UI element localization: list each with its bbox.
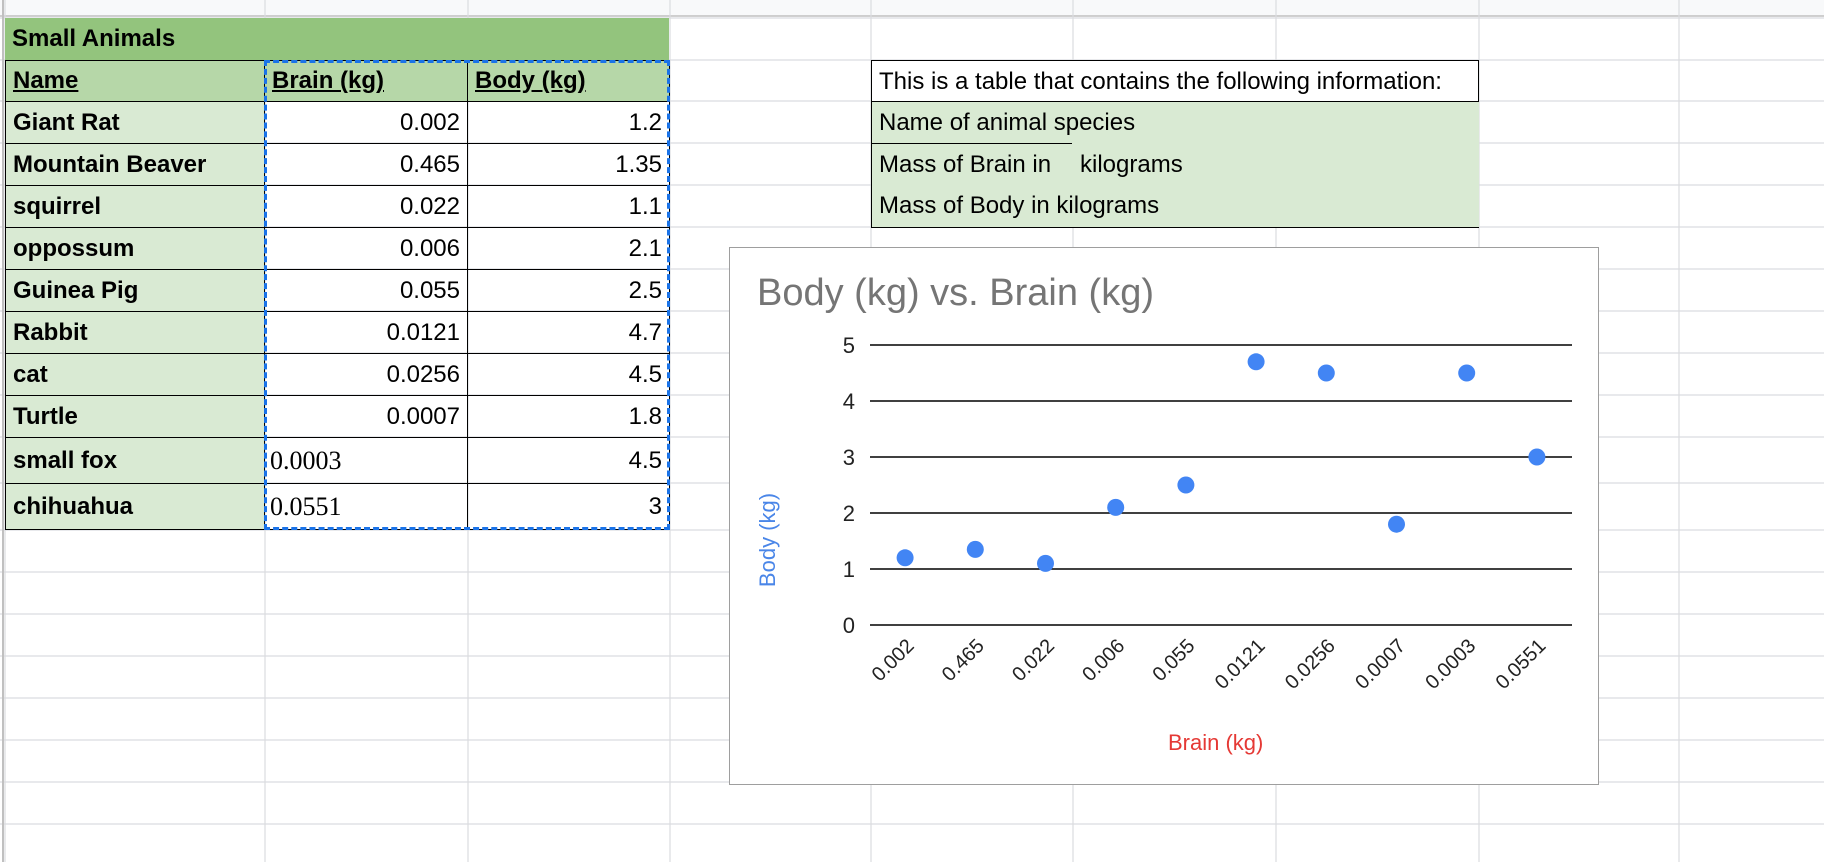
header-name[interactable]: Name: [5, 60, 265, 102]
row-brain-cell[interactable]: 0.006: [264, 227, 468, 270]
table-title-cell[interactable]: Small Animals: [5, 18, 669, 60]
row-name-cell[interactable]: oppossum: [5, 227, 265, 270]
data-point[interactable]: [966, 540, 984, 558]
row-body-cell[interactable]: 2.1: [467, 227, 670, 270]
header-body[interactable]: Body (kg): [467, 60, 670, 102]
x-tick-label: 0.0121: [1211, 635, 1270, 694]
data-point[interactable]: [1458, 364, 1476, 382]
x-tick-label: 0.0551: [1492, 635, 1551, 694]
row-body-cell[interactable]: 4.5: [467, 437, 670, 484]
x-tick-label: 0.0256: [1281, 635, 1340, 694]
row-brain-cell[interactable]: 0.002: [264, 101, 468, 144]
row-name-cell[interactable]: Turtle: [5, 395, 265, 438]
row-name-cell[interactable]: small fox: [5, 437, 265, 484]
x-tick-label: 0.006: [1078, 635, 1129, 686]
row-brain-cell[interactable]: 0.0121: [264, 311, 468, 354]
row-name-cell[interactable]: Guinea Pig: [5, 269, 265, 312]
data-point[interactable]: [1388, 515, 1405, 533]
row-body-cell[interactable]: 1.8: [467, 395, 670, 438]
x-tick-label: 0.465: [938, 635, 989, 686]
info-line-2[interactable]: Name of animal species: [871, 101, 1479, 144]
chart-title: Body (kg) vs. Brain (kg): [757, 272, 1154, 314]
y-tick-label: 0: [843, 613, 855, 638]
row-body-cell[interactable]: 4.5: [467, 353, 670, 396]
row-brain-cell[interactable]: 0.0551: [264, 483, 468, 530]
row-brain-cell[interactable]: 0.0007: [264, 395, 468, 438]
header-brain[interactable]: Brain (kg): [264, 60, 468, 102]
row-name-cell[interactable]: Giant Rat: [5, 101, 265, 144]
x-tick-label: 0.0007: [1351, 635, 1410, 694]
y-tick-label: 4: [843, 389, 855, 414]
row-body-cell[interactable]: 2.5: [467, 269, 670, 312]
y-tick-label: 2: [843, 501, 855, 526]
row-name-cell[interactable]: cat: [5, 353, 265, 396]
row-body-cell[interactable]: 3: [467, 483, 670, 530]
data-point[interactable]: [1317, 364, 1335, 382]
row-name-cell[interactable]: chihuahua: [5, 483, 265, 530]
info-line-3-part-b[interactable]: kilograms: [1072, 143, 1479, 186]
x-tick-label: 0.0003: [1421, 635, 1480, 694]
y-axis-title: Body (kg): [755, 492, 780, 588]
scatter-chart[interactable]: Body (kg) vs. Brain (kg) 0 1 2 3 4 5 0.002 0.46…: [729, 247, 1599, 785]
data-point[interactable]: [896, 549, 914, 567]
row-brain-cell[interactable]: 0.0003: [264, 437, 468, 484]
row-name-cell[interactable]: Mountain Beaver: [5, 143, 265, 186]
data-point[interactable]: [1528, 448, 1546, 466]
row-body-cell[interactable]: 1.1: [467, 185, 670, 228]
row-brain-cell[interactable]: 0.0256: [264, 353, 468, 396]
data-point[interactable]: [1177, 476, 1195, 494]
info-line-4[interactable]: Mass of Body in kilograms: [871, 185, 1479, 228]
y-tick-label: 3: [843, 445, 855, 470]
data-point[interactable]: [1037, 554, 1054, 572]
info-line-3-part-a[interactable]: Mass of Brain in: [871, 143, 1073, 186]
y-tick-label: 5: [843, 333, 855, 358]
column-header-strip: [0, 0, 1824, 16]
info-line-1[interactable]: This is a table that contains the follow…: [871, 60, 1479, 102]
row-body-cell[interactable]: 1.35: [467, 143, 670, 186]
row-name-cell[interactable]: Rabbit: [5, 311, 265, 354]
data-point[interactable]: [1107, 498, 1125, 516]
row-brain-cell[interactable]: 0.465: [264, 143, 468, 186]
y-tick-label: 1: [843, 557, 855, 582]
row-name-cell[interactable]: squirrel: [5, 185, 265, 228]
row-body-cell[interactable]: 4.7: [467, 311, 670, 354]
row-brain-cell[interactable]: 0.055: [264, 269, 468, 312]
data-point[interactable]: [1247, 353, 1265, 371]
x-tick-label: 0.055: [1148, 635, 1199, 686]
x-tick-label: 0.022: [1008, 635, 1059, 686]
row-body-cell[interactable]: 1.2: [467, 101, 670, 144]
row-brain-cell[interactable]: 0.022: [264, 185, 468, 228]
x-tick-label: 0.002: [868, 635, 919, 686]
x-axis-title: Brain (kg): [1168, 730, 1264, 755]
